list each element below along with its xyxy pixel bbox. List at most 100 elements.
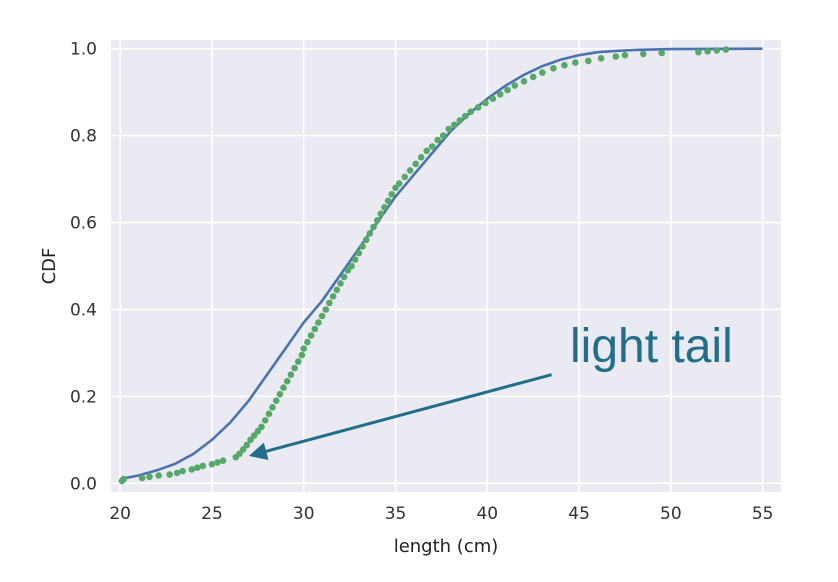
data-point: [214, 459, 221, 466]
data-point: [406, 167, 414, 174]
model-cdf-line: [119, 47, 763, 481]
data-point: [254, 427, 262, 435]
data-point: [359, 243, 366, 250]
data-point: [179, 467, 186, 475]
data-point: [423, 147, 431, 155]
data-point: [258, 423, 265, 431]
data-point: [326, 299, 333, 307]
y-tick-label: 0.6: [70, 214, 97, 234]
plot-background: [111, 40, 781, 492]
x-tick-label: 50: [660, 504, 682, 524]
data-point: [561, 61, 568, 69]
data-point: [370, 223, 377, 231]
data-point: [261, 417, 269, 424]
data-point: [504, 86, 511, 94]
data-point: [355, 249, 363, 257]
data-point: [550, 65, 557, 72]
data-point: [529, 73, 537, 81]
data-point: [434, 136, 442, 144]
y-tick-label: 0.8: [70, 127, 97, 147]
data-point: [340, 273, 348, 281]
y-tick-label: 1.0: [70, 40, 97, 60]
data-point: [329, 293, 337, 300]
data-point: [287, 371, 295, 379]
data-point: [173, 469, 181, 477]
data-point: [344, 267, 352, 274]
grid-lines: [111, 40, 781, 492]
data-point: [373, 217, 381, 224]
data-point: [377, 210, 385, 218]
data-point: [722, 46, 730, 53]
data-point: [417, 154, 425, 161]
data-point: [333, 286, 341, 294]
data-point: [322, 306, 330, 313]
data-point: [307, 332, 315, 339]
data-point: [621, 51, 629, 59]
data-point: [194, 464, 201, 472]
data-point: [412, 160, 420, 168]
data-point: [272, 397, 280, 405]
data-point: [166, 471, 173, 478]
data-point: [585, 57, 592, 65]
data-point: [138, 474, 146, 482]
y-tick-label: 0.4: [70, 300, 97, 320]
data-point: [428, 143, 436, 150]
data-point: [276, 390, 284, 398]
data-point: [451, 121, 458, 129]
data-point: [351, 256, 359, 263]
data-point: [511, 82, 519, 89]
data-point: [520, 78, 528, 85]
y-tick-label: 0.0: [70, 474, 97, 494]
data-point: [291, 364, 298, 372]
data-point: [146, 473, 153, 481]
y-axis-label: CDF: [39, 248, 60, 285]
x-tick-label: 45: [568, 504, 590, 524]
data-point: [388, 191, 396, 198]
data-points: [118, 46, 730, 485]
data-point: [304, 338, 311, 346]
data-point: [155, 472, 162, 479]
data-point: [318, 312, 326, 320]
data-point: [208, 460, 216, 468]
annotation-arrow: [248, 373, 552, 461]
y-tick-label: 0.2: [70, 387, 97, 407]
data-point: [401, 173, 409, 181]
data-point: [597, 55, 605, 62]
data-point: [695, 48, 702, 56]
data-point: [188, 466, 196, 473]
data-point: [219, 457, 227, 465]
data-point: [482, 99, 489, 107]
data-point: [456, 117, 464, 124]
annotation-text: light tail: [570, 320, 733, 373]
data-point: [381, 204, 388, 211]
data-point: [337, 280, 344, 287]
data-point: [348, 262, 355, 270]
x-tick-labels: 20 25 30 35 40 45 50 55: [109, 504, 773, 524]
data-point: [539, 69, 546, 76]
data-point: [640, 50, 647, 58]
data-point: [445, 125, 453, 133]
data-point: [298, 351, 306, 359]
data-point: [392, 184, 399, 192]
x-tick-label: 40: [476, 504, 498, 524]
data-point: [300, 345, 308, 352]
data-point: [612, 53, 620, 60]
data-point: [704, 48, 711, 55]
data-point: [120, 475, 128, 483]
x-tick-label: 35: [385, 504, 407, 524]
x-tick-label: 25: [201, 504, 223, 524]
data-point: [236, 450, 243, 458]
x-axis-label: length (cm): [394, 536, 499, 557]
data-point: [199, 462, 207, 470]
data-point: [467, 108, 475, 115]
data-point: [496, 91, 504, 98]
x-tick-label: 30: [293, 504, 315, 524]
data-point: [247, 436, 254, 444]
data-point: [572, 59, 579, 66]
data-point: [294, 358, 302, 365]
data-point: [713, 47, 721, 54]
x-tick-label: 20: [109, 504, 131, 524]
data-point: [362, 236, 370, 244]
x-tick-label: 55: [752, 504, 774, 524]
data-point: [658, 49, 665, 57]
